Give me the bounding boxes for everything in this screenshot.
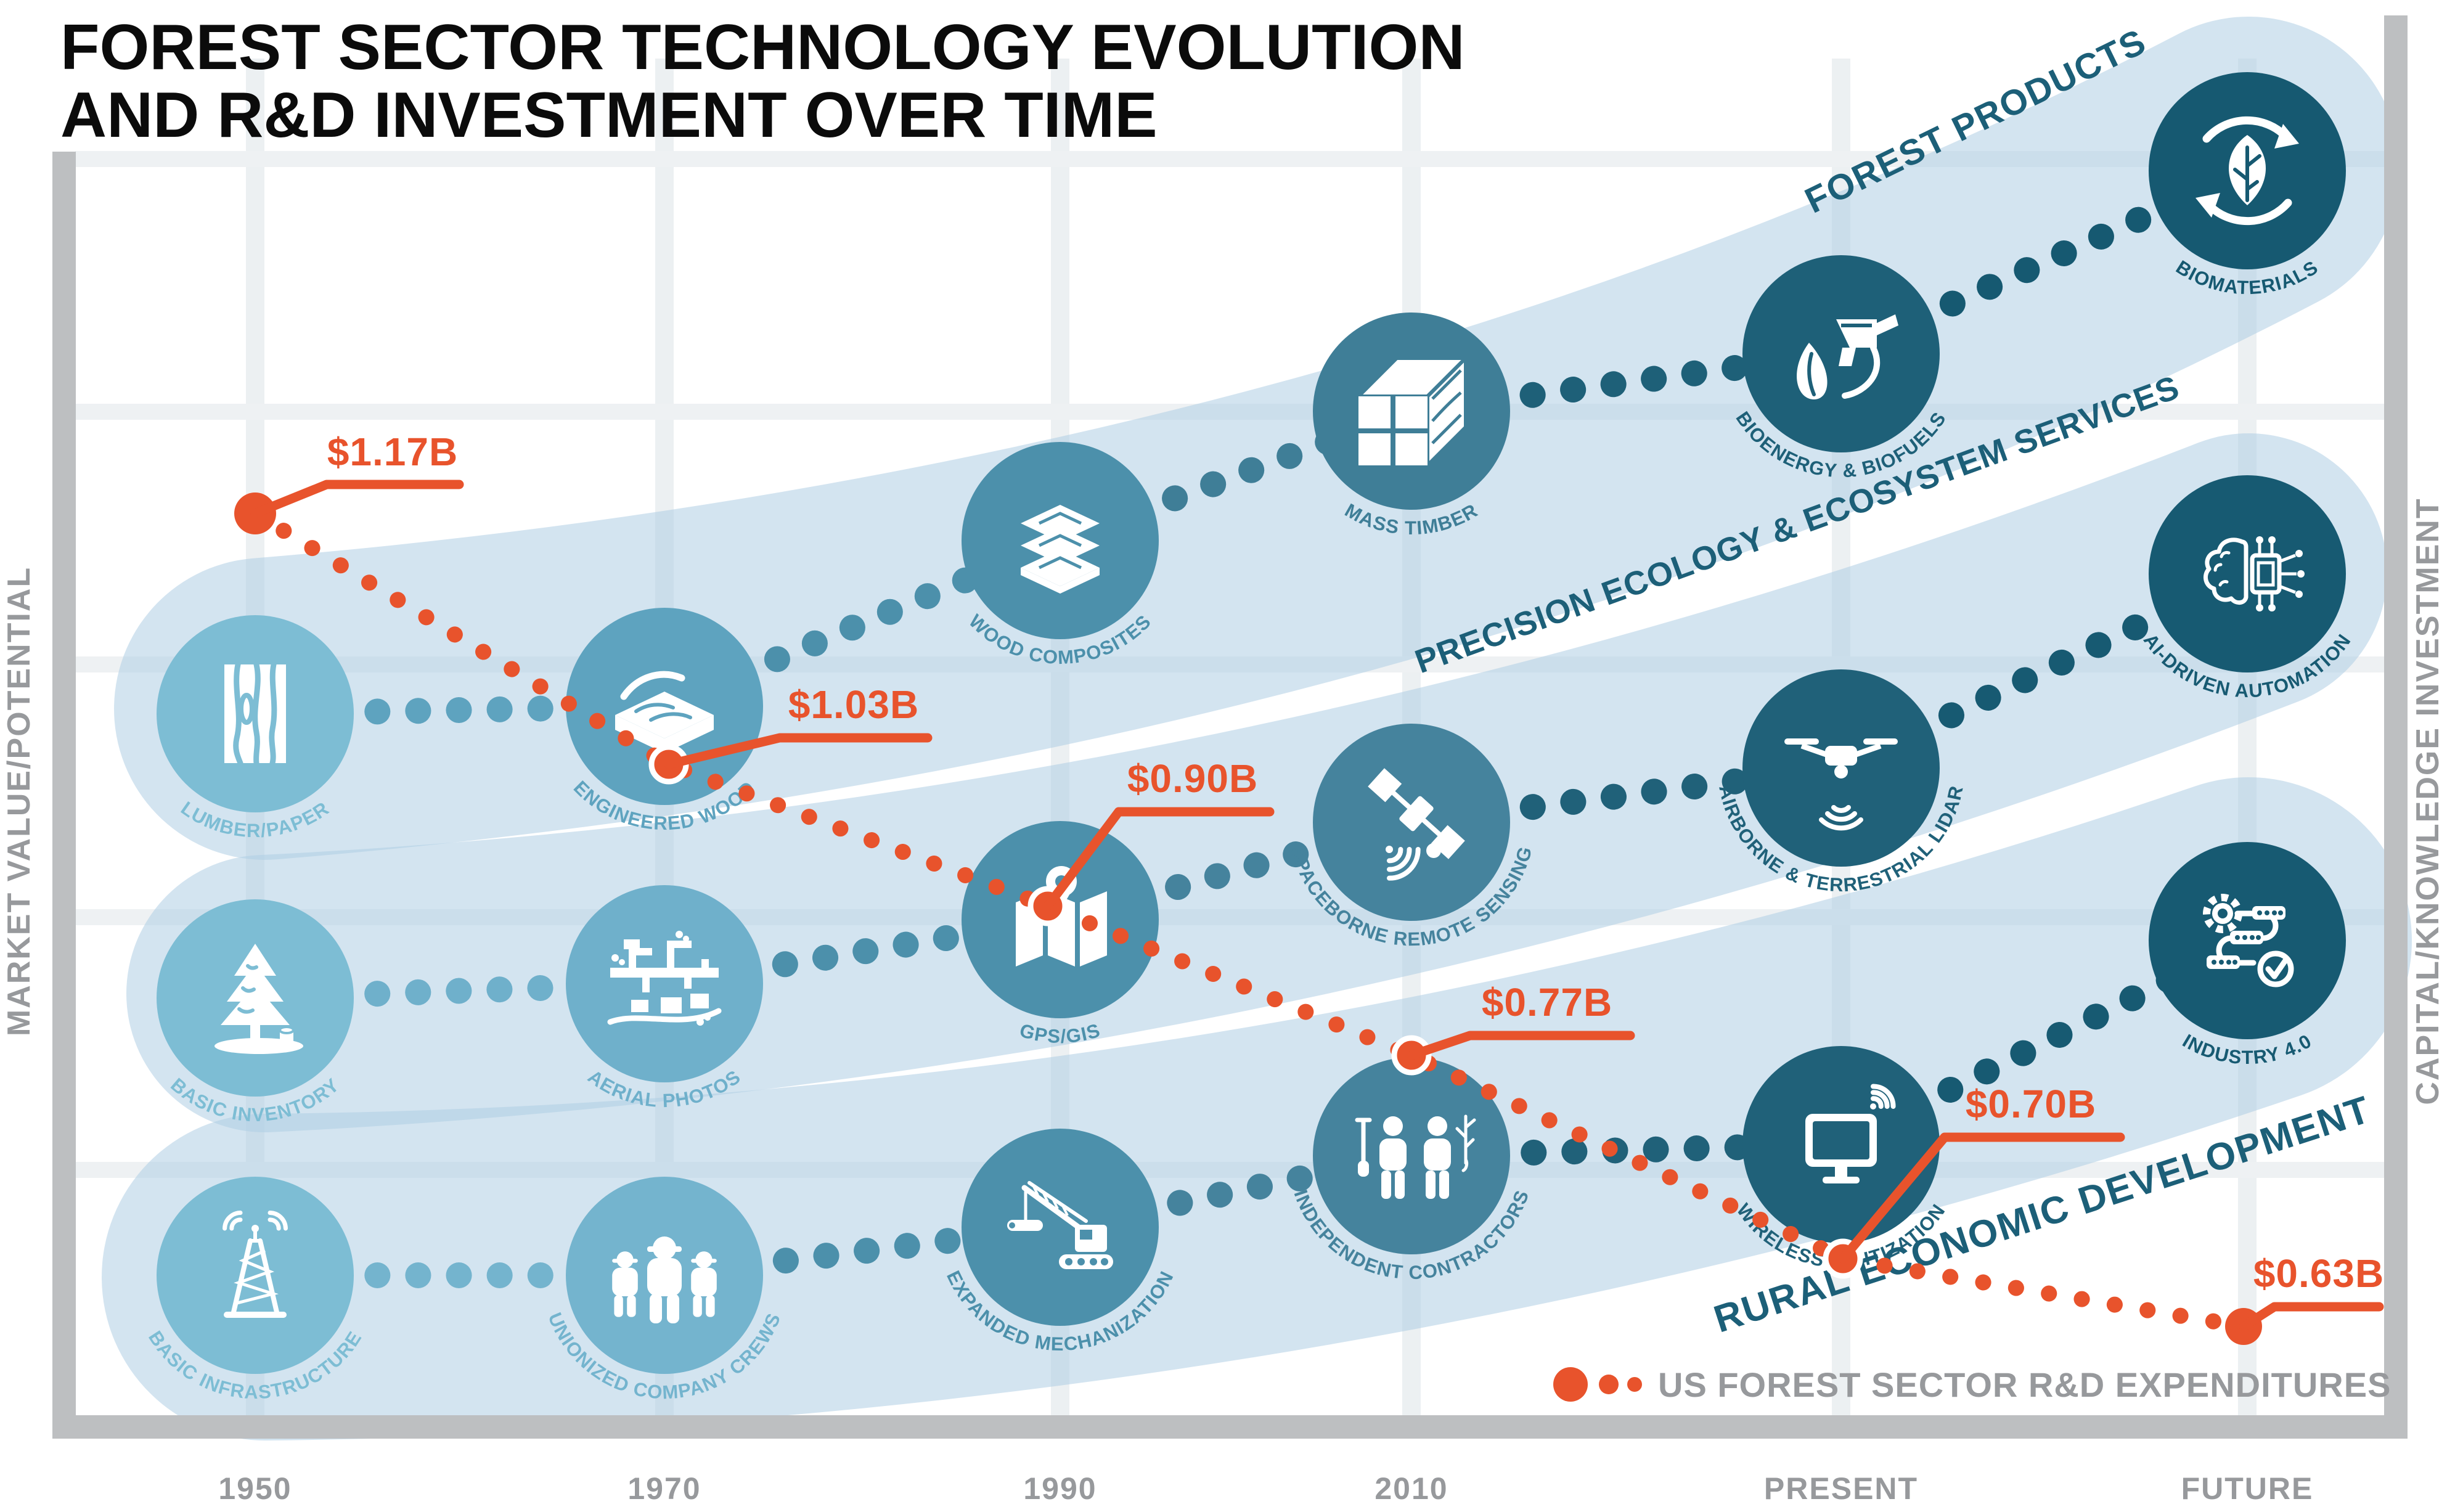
tick-1970: 1970 — [627, 1471, 701, 1506]
tick-1950: 1950 — [218, 1471, 292, 1506]
y-axis-bar-left — [52, 152, 76, 1439]
rd-value-callouts — [250, 480, 2384, 1331]
bioenergy-biofuels-icon — [1797, 314, 1898, 399]
tick-1990: 1990 — [1023, 1471, 1097, 1506]
node-unionized-company-crews — [566, 1177, 763, 1374]
node-basic-inventory — [157, 899, 354, 1097]
rd-value-1950: $1.17B — [327, 430, 458, 474]
node-expanded-mechanization — [962, 1129, 1159, 1326]
axes — [52, 15, 2408, 1439]
node-bioenergy-biofuels — [1742, 255, 1940, 452]
node-spaceborne-remote-sensing — [1313, 724, 1510, 921]
node-independent-contractors — [1313, 1057, 1510, 1254]
unionized-company-crews-icon — [612, 1236, 717, 1323]
node-wireless-digitization — [1742, 1046, 1940, 1243]
airborne-terrestrial-lidar-icon — [1784, 738, 1898, 831]
rd-value-2010: $0.77B — [1482, 980, 1612, 1024]
rd-expenditure-line — [247, 505, 2252, 1334]
node-biomaterials — [2149, 72, 2346, 269]
y-axis-bar-right — [2384, 15, 2408, 1415]
rd-value-labels: $1.17B $1.03B $0.90B $0.77B $0.70B $0.63… — [327, 430, 2384, 1296]
rd-value-1970: $1.03B — [788, 682, 919, 727]
legend: US FOREST SECTOR R&D EXPENDITURES — [1553, 1365, 2391, 1404]
rd-value-future: $0.63B — [2253, 1251, 2384, 1296]
independent-contractors-icon — [1355, 1114, 1476, 1199]
legend-dot-medium — [1599, 1375, 1619, 1394]
expanded-mechanization-icon — [1007, 1181, 1113, 1269]
node-mass-timber — [1313, 313, 1510, 510]
rd-value-1990: $0.90B — [1127, 756, 1258, 801]
engineered-wood-icon — [615, 671, 714, 753]
basic-infrastructure-icon — [223, 1211, 288, 1318]
wireless-digitization-icon — [1805, 1084, 1896, 1183]
tick-present: PRESENT — [1764, 1471, 1918, 1506]
lumber-paper-icon — [224, 661, 286, 766]
y-axis-label-right: CAPITAL/KNOWLEDGE INVESTMENT — [2410, 497, 2446, 1105]
chart-title: FOREST SECTOR TECHNOLOGY EVOLUTION AND R… — [60, 12, 1465, 151]
legend-dot-large — [1553, 1367, 1588, 1402]
mass-timber-icon — [1313, 313, 1510, 510]
x-axis-bar — [52, 1415, 2408, 1439]
tick-2010: 2010 — [1374, 1471, 1448, 1506]
y-axis-label-left: MARKET VALUE/POTENTIAL — [1, 566, 37, 1036]
basic-inventory-icon — [214, 944, 303, 1054]
node-airborne-terrestrial-lidar — [1742, 669, 1940, 867]
rd-value-present: $0.70B — [1966, 1082, 2096, 1126]
biomaterials-icon — [2195, 116, 2299, 226]
node-wood-composites — [962, 442, 1159, 639]
industry-4-0-icon — [2203, 894, 2294, 987]
node-lumber-paper — [157, 615, 354, 812]
node-basic-infrastructure — [157, 1177, 354, 1374]
node-ai-driven-automation — [2149, 475, 2346, 672]
x-axis-ticks: 1950 1970 1990 2010 PRESENT FUTURE — [218, 1471, 2314, 1506]
tick-future: FUTURE — [2181, 1471, 2314, 1506]
wood-composites-icon — [1021, 505, 1100, 594]
spaceborne-remote-sensing-icon — [1368, 768, 1465, 881]
aerial-photos-icon — [607, 931, 722, 1026]
chart-title-line1: FOREST SECTOR TECHNOLOGY EVOLUTION — [60, 12, 1465, 83]
legend-label: US FOREST SECTOR R&D EXPENDITURES — [1658, 1365, 2391, 1404]
node-aerial-photos — [566, 885, 763, 1082]
legend-dot-small — [1627, 1377, 1642, 1392]
ai-driven-automation-icon — [2203, 536, 2305, 611]
chart-title-line2: AND R&D INVESTMENT OVER TIME — [60, 80, 1158, 151]
node-industry-4-0 — [2149, 842, 2346, 1039]
